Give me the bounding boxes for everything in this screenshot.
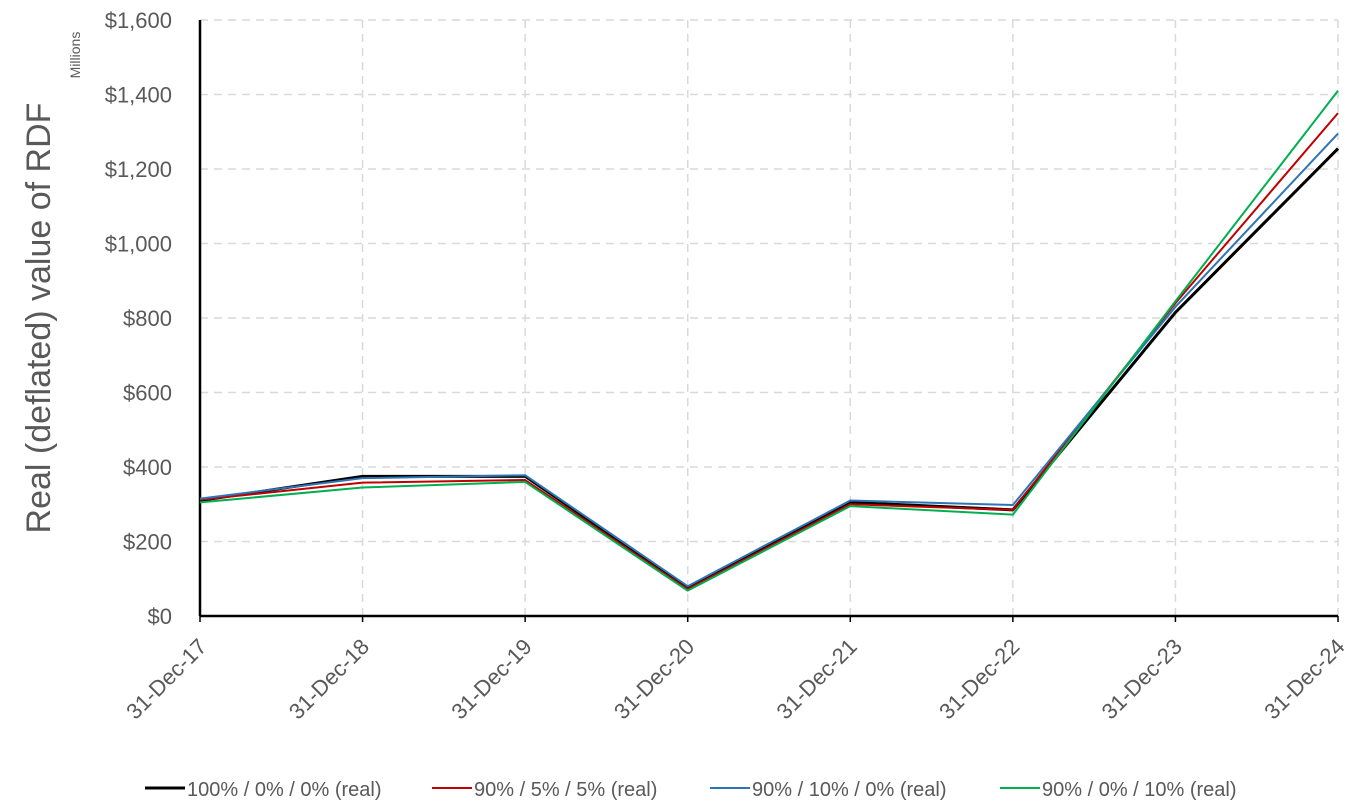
series-line (199, 147, 1340, 590)
y-tick-label: $600 (123, 381, 172, 406)
series-line (199, 112, 1339, 591)
x-tick-label: 31-Dec-23 (1097, 634, 1187, 724)
x-tick-label: 31-Dec-17 (121, 634, 211, 724)
x-tick-label: 31-Dec-22 (934, 634, 1024, 724)
series-line (199, 132, 1339, 588)
series-lines (199, 90, 1340, 592)
y-tick-labels: $0 $200 $400 $600 $800 $1,000 $1,200 $1,400 $1,6… (105, 8, 172, 629)
x-tick-label: 31-Dec-24 (1259, 634, 1349, 724)
legend-label: 90% / 0% / 10% (real) (1042, 779, 1237, 801)
grid-lines (199, 19, 1339, 622)
x-tick-label: 31-Dec-18 (284, 634, 374, 724)
y-tick-label: $0 (148, 604, 172, 629)
y-tick-label: $1,600 (105, 8, 172, 33)
axes (198, 20, 1338, 618)
y-tick-label: $400 (123, 455, 172, 480)
y-tick-label: $200 (123, 530, 172, 555)
y-units-label: Millions (67, 32, 83, 79)
x-tick-label: 31-Dec-20 (609, 634, 699, 724)
series-line (199, 90, 1339, 592)
y-tick-label: $800 (123, 306, 172, 331)
x-tick-label: 31-Dec-19 (446, 634, 536, 724)
y-tick-label: $1,000 (105, 232, 172, 257)
x-tick-label: 31-Dec-21 (772, 634, 862, 724)
y-tick-label: $1,200 (105, 157, 172, 182)
legend: 100% / 0% / 0% (real) 90% / 5% / 5% (real… (145, 779, 1237, 801)
legend-label: 100% / 0% / 0% (real) (187, 779, 382, 801)
y-tick-label: $1,400 (105, 83, 172, 108)
x-tick-labels: 31-Dec-17 31-Dec-18 31-Dec-19 31-Dec-20 31-D… (121, 634, 1349, 724)
legend-label: 90% / 5% / 5% (real) (474, 779, 657, 801)
y-axis-title: Real (deflated) value of RDF (20, 103, 58, 534)
legend-label: 90% / 10% / 0% (real) (752, 779, 947, 801)
